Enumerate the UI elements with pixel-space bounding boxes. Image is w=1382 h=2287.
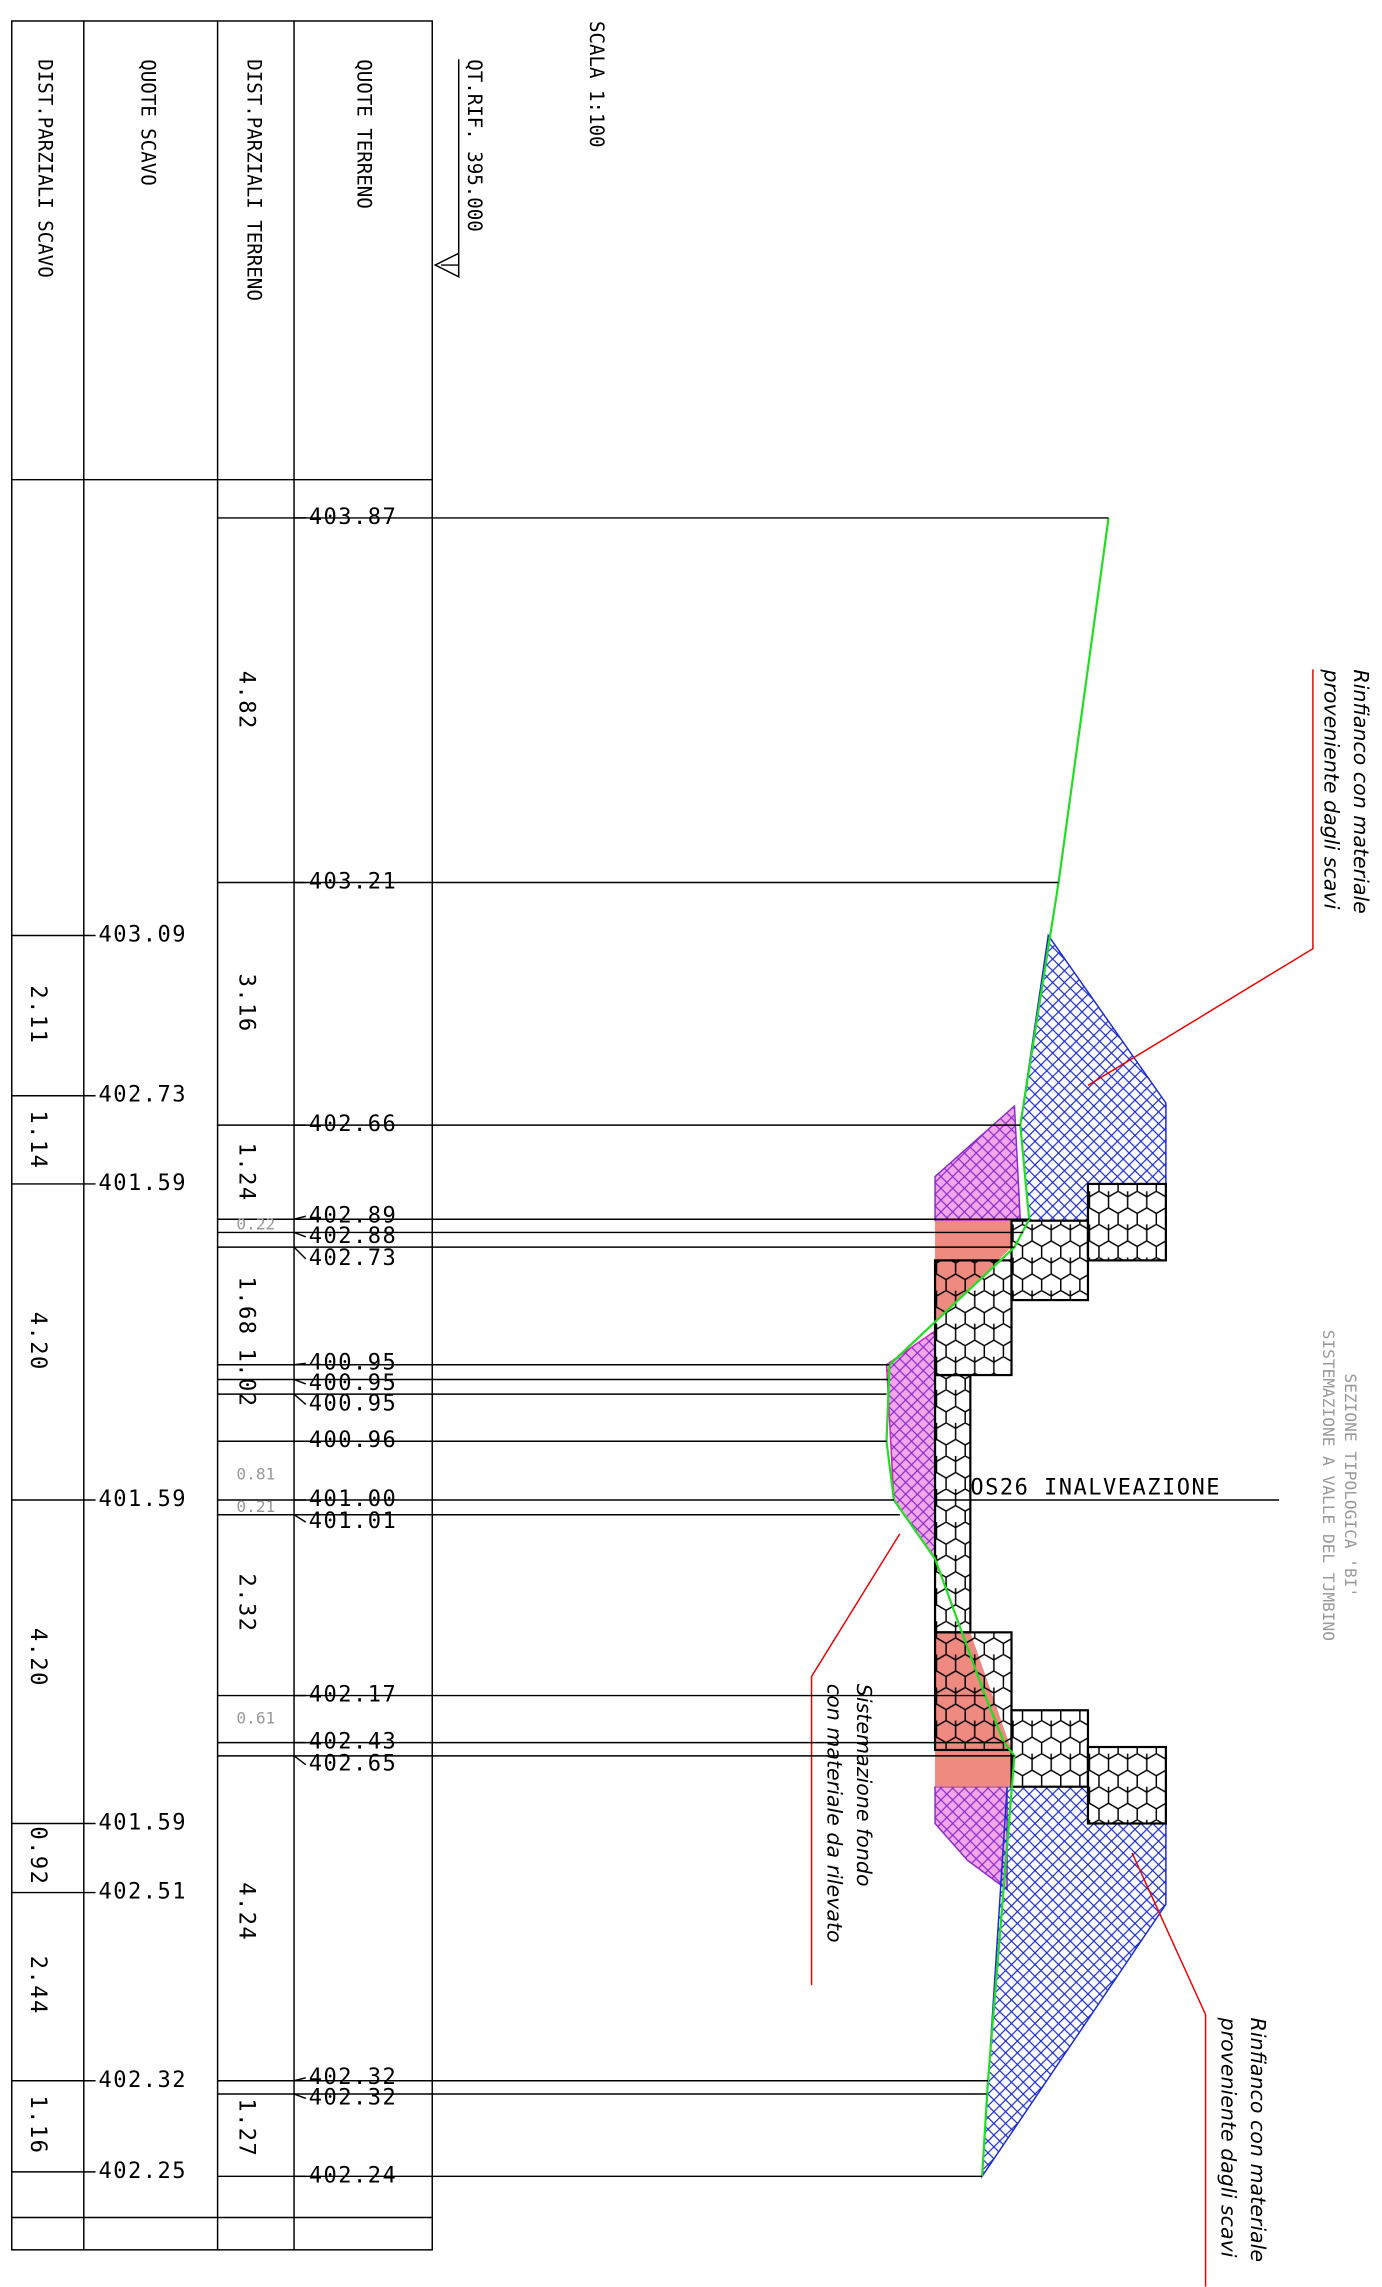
tick — [293, 2077, 306, 2082]
tick — [293, 1231, 307, 1238]
terrain-distance: 2.32 — [234, 1573, 259, 1632]
note: proveniente dagli scavi — [1320, 668, 1344, 909]
terrain-elevation: 402.88 — [309, 1224, 397, 1249]
terrain-elevation: 403.87 — [309, 505, 397, 530]
column-header: QUOTE SCAVO — [137, 59, 160, 186]
tick — [293, 2093, 307, 2100]
terrain-elevation: 400.95 — [309, 1371, 397, 1396]
excavation-elevation: 402.73 — [99, 1083, 187, 1108]
terrain-elevation: 402.32 — [309, 2065, 397, 2090]
terrain-distance: 4.82 — [234, 671, 259, 730]
terrain-elevation: 402.73 — [309, 1246, 397, 1271]
terrain-elevation: 402.43 — [309, 1730, 397, 1755]
terrain-distance: 1.68 — [234, 1276, 259, 1335]
note: Rinfianco con materiale — [1349, 669, 1373, 914]
excavation-elevation: 403.09 — [99, 922, 187, 947]
excavation-distance: 4.20 — [25, 1628, 50, 1687]
labels: SCALA 1:100 QT.RIF. 395.000 QUOTE TERRENO D… — [25, 21, 1373, 2262]
terrain-distance: 1.02 — [234, 1349, 259, 1408]
excavation-elevation: 402.25 — [99, 2159, 187, 2184]
tick — [293, 1378, 307, 1385]
tick — [293, 1514, 307, 1523]
terrain-elevation: 402.24 — [309, 2163, 397, 2188]
terrain-elevation: 402.32 — [309, 2085, 397, 2110]
terrain-distance: 1.24 — [234, 1143, 259, 1202]
note: Sistemazione fondo — [852, 1684, 876, 1887]
terrain-elevation: 400.95 — [309, 1350, 397, 1375]
note: Rinfianco con materiale — [1246, 2018, 1270, 2263]
excavation-distance: 0.92 — [25, 1826, 50, 1885]
tick — [293, 1246, 307, 1260]
terrain-distance: 0.22 — [236, 1215, 275, 1234]
section-label: OS26 INALVEAZIONE — [970, 1475, 1221, 1500]
note: proveniente dagli scavi — [1217, 2017, 1241, 2258]
title: SISTEMAZIONE A VALLE DEL TJMBINO — [1319, 1330, 1338, 1641]
fill-areas — [885, 933, 1167, 2179]
excavation-distance: 2.44 — [25, 1956, 50, 2015]
reference: QT.RIF. 395.000 — [463, 59, 486, 232]
tick — [293, 1755, 307, 1766]
terrain-distance: 0.61 — [236, 1709, 275, 1728]
excavation-distance: 4.20 — [25, 1312, 50, 1371]
tick — [293, 1362, 306, 1366]
terrain-elevation: 401.00 — [309, 1487, 397, 1512]
terrain-elevation: 402.66 — [309, 1112, 397, 1137]
terrain-distance: 4.24 — [234, 1882, 259, 1941]
column-header: DIST.PARZIALI SCAVO — [34, 59, 57, 278]
excavation-distance: 2.11 — [25, 985, 50, 1044]
excavation-elevation: 402.51 — [99, 1880, 187, 1905]
elevation-lines — [11, 517, 1109, 2178]
terrain-elevation: 401.01 — [309, 1509, 397, 1534]
excavation-elevation: 402.32 — [99, 2068, 187, 2093]
terrain-elevation: 400.96 — [309, 1428, 397, 1453]
terrain-distance: 0.81 — [236, 1465, 275, 1484]
terrain-elevation: 403.21 — [309, 870, 397, 895]
note: con materiale da rilevato — [823, 1684, 847, 1943]
terrain-distance: 3.16 — [234, 974, 259, 1033]
gabions — [933, 1182, 1167, 1825]
excavation-distance: 1.16 — [25, 2095, 50, 2154]
terrain-distance: 1.27 — [234, 2098, 259, 2157]
leaders — [810, 669, 1314, 2287]
column-header: DIST.PARZIALI TERRENO — [242, 59, 265, 301]
scale: SCALA 1:100 — [585, 21, 608, 148]
terrain-elevation: 402.17 — [309, 1683, 397, 1708]
tick — [293, 1393, 307, 1406]
title: SEZIONE TIPOLOGICA 'BI' — [1341, 1373, 1360, 1597]
excavation-elevation: 401.59 — [99, 1487, 187, 1512]
terrain-elevation: 402.65 — [309, 1752, 397, 1777]
table-frame — [11, 20, 460, 2251]
terrain-elevation: 400.95 — [309, 1391, 397, 1416]
excavation-elevation: 401.59 — [99, 1171, 187, 1196]
tick — [293, 1215, 306, 1220]
terrain-distance: 0.21 — [236, 1497, 275, 1516]
excavation-elevation: 401.59 — [99, 1810, 187, 1835]
terrain-elevation: 402.89 — [309, 1203, 397, 1228]
terrain-profile — [885, 517, 1110, 2177]
excavation-distance: 1.14 — [25, 1110, 50, 1169]
column-header: QUOTE TERRENO — [353, 59, 376, 209]
